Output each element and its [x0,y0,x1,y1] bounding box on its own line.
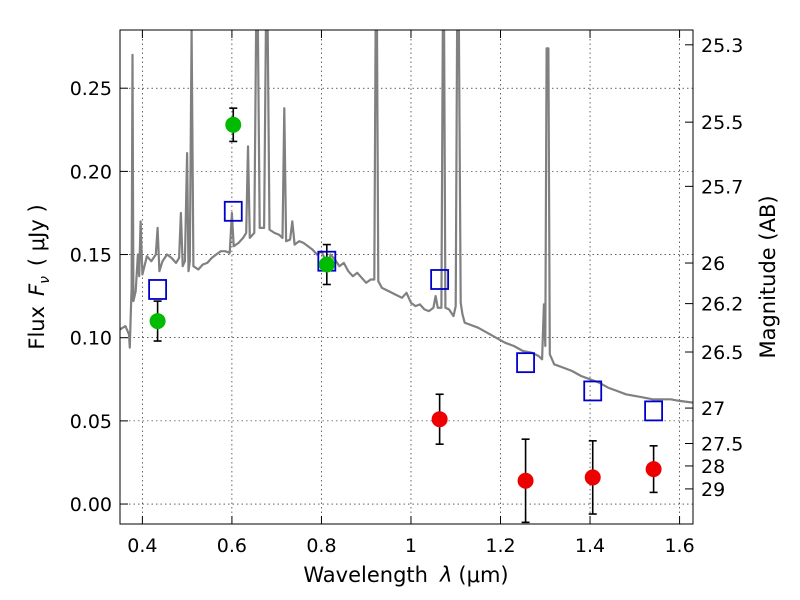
spectrum-layer [120,30,693,404]
upper-limit-point [645,461,662,478]
marker-layer [148,116,664,489]
x-tick-label: 0.8 [306,535,336,557]
plot-frame [119,29,694,525]
detection-point [225,116,242,133]
mag-tick-label: 28 [701,456,725,478]
y-tick-label: 0.00 [70,494,112,516]
x-tick-labels: 0.4 0.6 0.8 1 1.2 1.4 1.6 [127,535,694,557]
mag-tick-label: 27 [701,398,725,420]
mag-tick-label: 25.5 [701,112,743,134]
mag-tick-label: 26 [701,253,725,275]
x-tick-label: 1.4 [575,535,605,557]
mag-tick-label: 26.5 [701,342,743,364]
y-tick-label: 0.25 [70,78,112,100]
y-tick-label: 0.20 [70,161,112,183]
errorbar-layer [153,107,658,524]
mag-tick-label: 25.3 [701,35,743,57]
mag-tick-label: 27.5 [701,433,743,455]
x-tick-label: 0.6 [217,535,247,557]
grid-layer [120,30,693,524]
y-label-unit: ( μJy ) [25,204,49,266]
x-tick-label: 0.4 [127,535,157,557]
model-photometry-marker [583,380,603,402]
mag-tick-label: 29 [701,479,725,501]
model-photometry-marker [644,400,664,422]
y-tick-labels: 0.00 0.05 0.10 0.15 0.20 0.25 [70,78,112,516]
x-axis-label: Wavelength λ (μm) [303,563,508,587]
x-tick-label: 1 [405,535,417,557]
detection-point [318,256,335,273]
x-label-prefix: Wavelength [303,563,428,587]
upper-limit-point [584,469,601,486]
x-label-symbol: λ [439,563,452,587]
tick-layer [120,30,693,524]
y-label-subscript: ν [37,276,53,284]
upper-limit-point [431,411,448,428]
model-photometry-marker [223,200,243,222]
y2-axis-label: Magnitude (AB) [756,195,780,358]
upper-limit-point [517,472,534,489]
x-label-unit: (μm) [458,563,508,587]
y-tick-label: 0.05 [70,411,112,433]
y-label-symbol: F [25,283,49,296]
detection-point [149,313,166,330]
y-axis-label: Flux Fν ( μJy ) [25,204,53,349]
x-tick-label: 1.2 [485,535,515,557]
model-spectrum-line [120,30,693,404]
model-photometry-marker [430,269,450,290]
y-label-prefix: Flux [25,306,49,350]
y-tick-label: 0.10 [70,328,112,350]
mag-tick-label: 25.7 [701,176,743,198]
mag-tick-label: 26.2 [701,294,743,316]
x-tick-label: 1.6 [664,535,694,557]
y-tick-label: 0.15 [70,245,112,267]
model-photometry-marker [148,279,168,300]
model-photometry-marker [516,352,535,374]
